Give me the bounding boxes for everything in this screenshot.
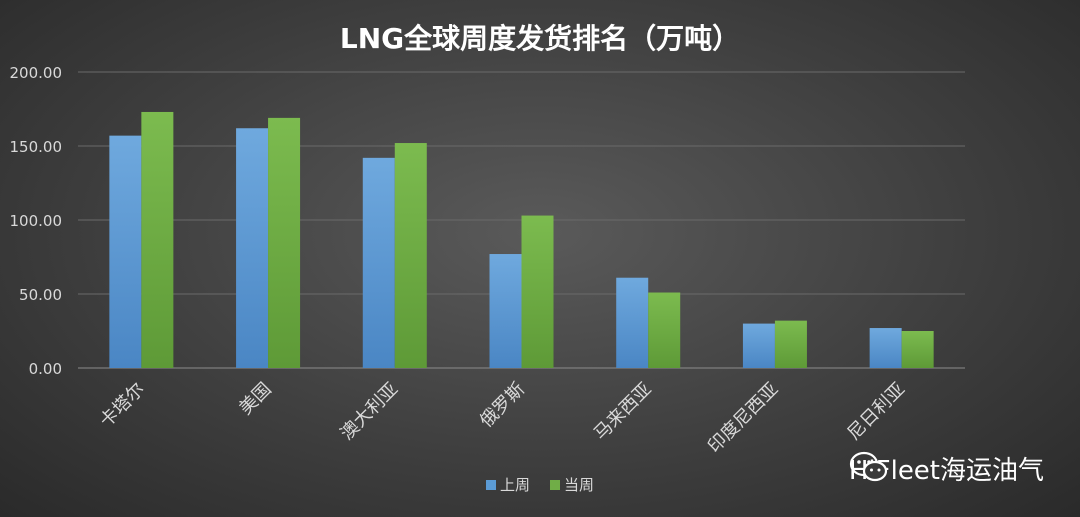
bar-last-week <box>616 277 649 368</box>
x-tick-label: 俄罗斯 <box>476 379 529 432</box>
watermark: HiFleet海运油气 <box>849 450 1044 487</box>
x-tick-label: 美国 <box>235 379 275 419</box>
bar-this-week <box>521 215 554 368</box>
bar-this-week <box>648 292 681 368</box>
bar-last-week <box>869 328 902 368</box>
legend-label: 当周 <box>564 476 594 494</box>
bar-this-week <box>394 143 427 368</box>
legend-label: 上周 <box>500 476 530 494</box>
bar-last-week <box>742 323 775 368</box>
bar-this-week <box>774 320 807 368</box>
bar-this-week <box>901 331 934 368</box>
y-tick-label: 50.00 <box>19 286 62 304</box>
bar-last-week <box>362 157 395 368</box>
chart-title: LNG全球周度发货排名（万吨） <box>340 22 740 55</box>
y-tick-label: 150.00 <box>10 138 63 156</box>
x-tick-label: 尼日利亚 <box>843 379 909 445</box>
legend-swatch <box>486 480 496 490</box>
bar-this-week <box>268 117 301 368</box>
y-tick-label: 100.00 <box>10 212 63 230</box>
x-tick-label: 澳大利亚 <box>337 379 403 445</box>
y-axis-ticks: 0.00 50.00 100.00 150.00 200.00 <box>10 64 63 378</box>
x-tick-label: 卡塔尔 <box>96 379 149 432</box>
legend: 上周 当周 <box>486 476 594 494</box>
x-tick-label: 印度尼西亚 <box>704 379 782 457</box>
wechat-icon <box>849 451 887 482</box>
bar-this-week <box>141 111 174 369</box>
legend-swatch <box>550 480 560 490</box>
bar-last-week <box>489 254 522 368</box>
bar-last-week <box>236 128 269 368</box>
y-tick-label: 0.00 <box>29 360 62 378</box>
bars <box>109 111 934 369</box>
bar-last-week <box>109 135 142 368</box>
x-tick-label: 马来西亚 <box>590 379 656 445</box>
y-tick-label: 200.00 <box>10 64 63 82</box>
x-axis-ticks: 卡塔尔 美国 澳大利亚 俄罗斯 马来西亚 印度尼西亚 尼日利亚 <box>96 379 909 457</box>
